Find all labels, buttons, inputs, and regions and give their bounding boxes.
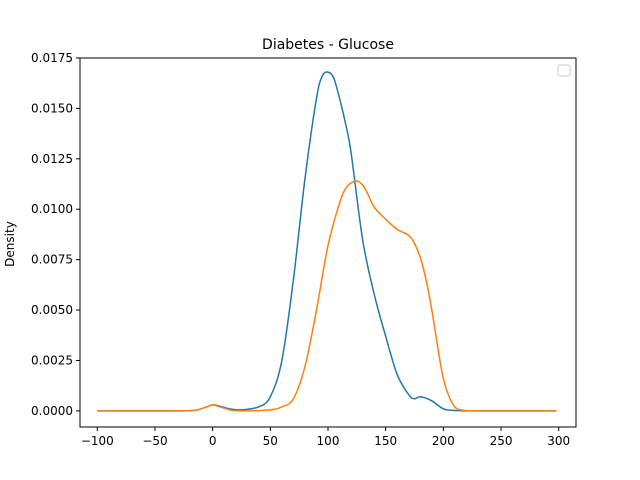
chart-title: Diabetes - Glucose: [262, 37, 394, 53]
x-tick-label: 300: [547, 434, 570, 448]
x-tick-label: 0: [209, 434, 217, 448]
y-tick-label: 0.0175: [31, 51, 73, 65]
x-tick-label: 200: [432, 434, 455, 448]
y-tick-label: 0.0075: [31, 253, 73, 267]
series-layer: [97, 71, 557, 412]
y-axis: 0.0000 0.0025 0.0050 0.0075 0.0100 0.0125 0.01…: [31, 51, 80, 418]
y-tick-label: 0.0050: [31, 303, 73, 317]
y-tick-label: 0.0125: [31, 152, 73, 166]
x-axis: −100 −50 0 50 100 150 200 250 300: [81, 427, 570, 448]
x-tick-label: 50: [263, 434, 278, 448]
x-tick-label: 100: [317, 434, 340, 448]
y-tick-label: 0.0150: [31, 101, 73, 115]
legend-box: [557, 64, 571, 77]
series-line-2: [97, 180, 557, 412]
x-tick-label: 250: [490, 434, 513, 448]
y-tick-label: 0.0025: [31, 353, 73, 367]
series-line-1: [97, 71, 557, 412]
y-axis-label: Density: [3, 221, 17, 267]
x-tick-label: −50: [142, 434, 167, 448]
y-tick-label: 0.0100: [31, 202, 73, 216]
x-tick-label: 150: [374, 434, 397, 448]
x-tick-label: −100: [81, 434, 114, 448]
y-tick-label: 0.0000: [31, 404, 73, 418]
